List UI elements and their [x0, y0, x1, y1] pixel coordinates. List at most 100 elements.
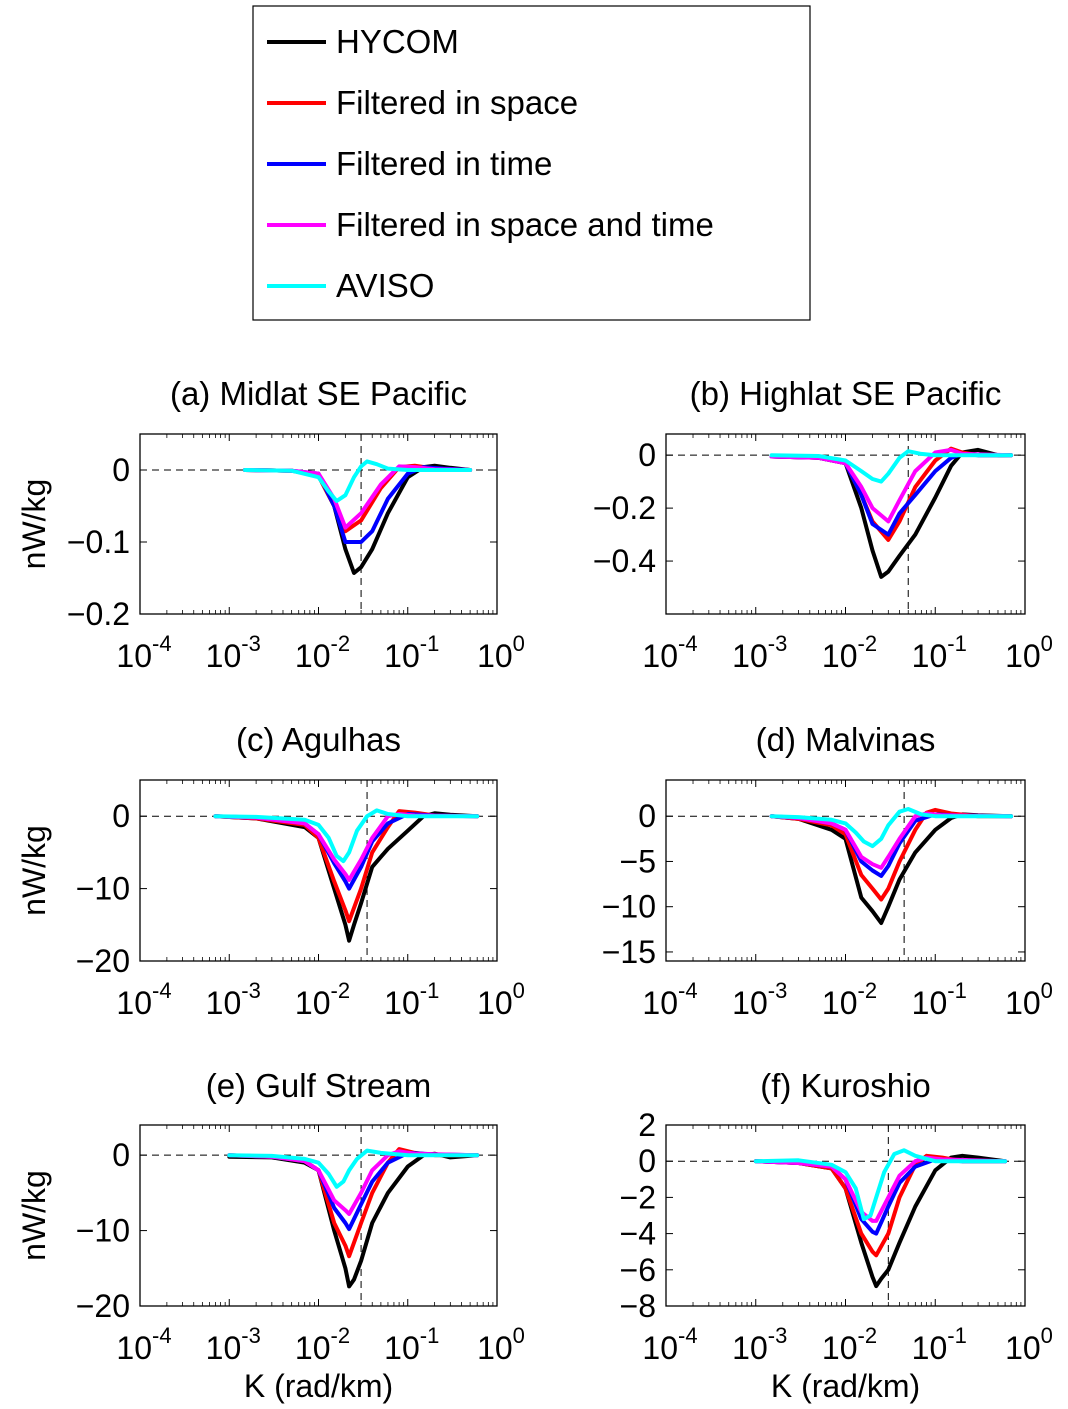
x-tick-label: 10-4	[116, 631, 171, 674]
x-tick-label: 10-2	[295, 631, 350, 674]
series-line	[243, 459, 473, 503]
series-line	[243, 463, 473, 534]
x-tick-label: 10-1	[384, 631, 439, 674]
x-axis-label: K (rad/km)	[771, 1368, 920, 1404]
x-tick-label: 10-2	[822, 631, 877, 674]
series-line	[213, 812, 480, 882]
y-tick-label: 0	[112, 452, 130, 488]
y-tick-label: −0.2	[593, 490, 656, 526]
series-line	[213, 808, 480, 864]
x-tick-label: 10-3	[206, 631, 261, 674]
x-axis-label: K (rad/km)	[244, 1368, 393, 1404]
axes-frame	[665, 779, 1026, 962]
series-line	[753, 1148, 1008, 1222]
y-tick-label: −0.4	[593, 543, 656, 579]
legend-label: Filtered in time	[336, 145, 552, 182]
x-tick-label: 10-2	[822, 1323, 877, 1366]
x-tick-label: 100	[1005, 1323, 1053, 1366]
axes-frame	[665, 1124, 1026, 1307]
x-tick-label: 10-4	[642, 978, 697, 1021]
y-tick-label: −0.1	[67, 524, 130, 560]
series-line	[243, 465, 473, 544]
series-line	[753, 1157, 1008, 1236]
x-tick-label: 10-3	[206, 1323, 261, 1366]
x-tick-label: 10-3	[732, 978, 787, 1021]
y-tick-label: −6	[620, 1252, 656, 1288]
x-tick-label: 10-4	[116, 1323, 171, 1366]
series-line	[769, 807, 1014, 902]
y-tick-label: 0	[638, 437, 656, 473]
y-tick-label: −20	[76, 1288, 130, 1324]
x-tick-label: 10-2	[295, 978, 350, 1021]
series-line	[243, 464, 473, 530]
series-line	[769, 812, 1014, 925]
x-tick-label: 10-4	[642, 631, 697, 674]
x-tick-label: 10-4	[116, 978, 171, 1021]
panel-title: (a) Midlat SE Pacific	[170, 375, 467, 412]
series-line	[769, 449, 1014, 484]
x-tick-label: 10-3	[206, 978, 261, 1021]
y-tick-label: −5	[620, 843, 656, 879]
panel: (b) Highlat SE Pacific 10-4 10-3 10-2 10-1 10…	[593, 375, 1053, 674]
axes-frame	[139, 433, 498, 615]
series-line	[227, 1149, 480, 1216]
panel: (e) Gulf Stream 10-4 10-3 10-2 10-1 100 0 −10 −2…	[16, 1067, 525, 1404]
x-tick-label: 100	[1005, 978, 1053, 1021]
x-tick-label: 100	[1005, 631, 1053, 674]
x-tick-label: 10-2	[822, 978, 877, 1021]
x-tick-label: 10-1	[384, 978, 439, 1021]
x-tick-label: 10-4	[642, 1323, 697, 1366]
x-tick-label: 100	[477, 1323, 525, 1366]
series-line	[769, 447, 1014, 524]
legend-box	[252, 5, 811, 321]
axes-frame	[139, 1124, 498, 1307]
y-tick-label: −10	[602, 889, 656, 925]
panel: (f) Kuroshio 10-4 10-3 10-2 10-1 100 20−2−4−6−…	[620, 1067, 1053, 1404]
x-tick-label: 10-2	[295, 1323, 350, 1366]
x-tick-label: 10-1	[912, 631, 967, 674]
y-axis-label: nW/kg	[16, 825, 52, 916]
axes-frame	[139, 779, 498, 962]
y-axis-label: nW/kg	[16, 1170, 52, 1261]
x-tick-label: 10-1	[384, 1323, 439, 1366]
y-tick-label: 0	[638, 798, 656, 834]
panel-title: (d) Malvinas	[756, 721, 936, 758]
y-tick-label: −4	[620, 1216, 656, 1252]
y-tick-label: 0	[112, 1137, 130, 1173]
legend-label: AVISO	[336, 267, 434, 304]
panel-title: (b) Highlat SE Pacific	[690, 375, 1002, 412]
y-tick-label: −0.2	[67, 596, 130, 632]
x-tick-label: 10-3	[732, 631, 787, 674]
panel-title: (c) Agulhas	[236, 721, 401, 758]
x-tick-label: 10-1	[912, 1323, 967, 1366]
legend-label: HYCOM	[336, 23, 459, 60]
y-axis-label: nW/kg	[16, 479, 52, 570]
panel: (c) Agulhas 10-4 10-3 10-2 10-1 100 0 −10 −20 nW/…	[16, 721, 525, 1021]
panels: (a) Midlat SE Pacific 10-4 10-3 10-2 10-1 100…	[16, 375, 1053, 1404]
y-tick-label: −20	[76, 943, 130, 979]
legend-label: Filtered in space	[336, 84, 578, 121]
series-line	[753, 1153, 1008, 1258]
x-tick-label: 10-3	[732, 1323, 787, 1366]
series-line	[213, 809, 480, 924]
series-line	[769, 807, 1014, 849]
legend: HYCOM Filtered in space Filtered in time Fi…	[252, 5, 811, 321]
y-tick-label: −15	[602, 934, 656, 970]
y-tick-label: −10	[76, 871, 130, 907]
x-tick-label: 100	[477, 978, 525, 1021]
y-tick-label: 0	[638, 1143, 656, 1179]
y-tick-label: −2	[620, 1179, 656, 1215]
y-tick-label: 2	[638, 1107, 656, 1143]
panel: (a) Midlat SE Pacific 10-4 10-3 10-2 10-1 100…	[16, 375, 525, 674]
panel: (d) Malvinas 10-4 10-3 10-2 10-1 100 0 −5 −10 −15	[602, 721, 1053, 1021]
y-tick-label: −8	[620, 1288, 656, 1324]
x-tick-label: 100	[477, 631, 525, 674]
series-line	[227, 1148, 480, 1189]
panel-title: (f) Kuroshio	[760, 1067, 931, 1104]
y-tick-label: −10	[76, 1213, 130, 1249]
x-tick-label: 10-1	[912, 978, 967, 1021]
series-line	[243, 463, 473, 575]
y-tick-label: 0	[112, 798, 130, 834]
panel-title: (e) Gulf Stream	[206, 1067, 432, 1104]
